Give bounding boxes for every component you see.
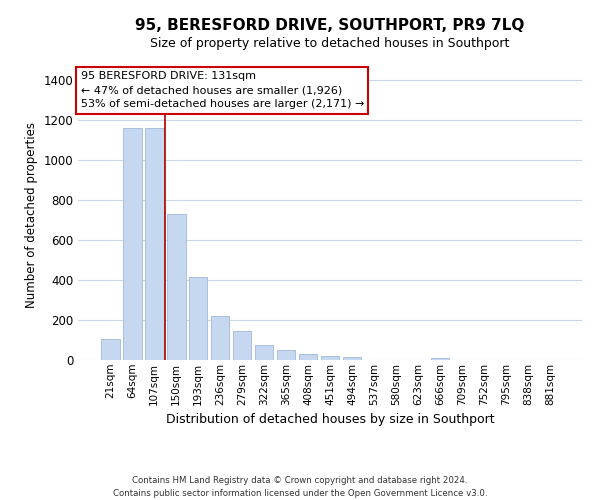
Bar	[145, 128, 164, 360]
Bar	[320, 356, 340, 360]
Text: Contains HM Land Registry data © Crown copyright and database right 2024.
Contai: Contains HM Land Registry data © Crown c…	[113, 476, 487, 498]
Bar	[211, 316, 229, 360]
Bar	[123, 128, 142, 360]
Bar	[343, 357, 361, 360]
Text: 95, BERESFORD DRIVE, SOUTHPORT, PR9 7LQ: 95, BERESFORD DRIVE, SOUTHPORT, PR9 7LQ	[136, 18, 524, 32]
Text: 95 BERESFORD DRIVE: 131sqm
← 47% of detached houses are smaller (1,926)
53% of s: 95 BERESFORD DRIVE: 131sqm ← 47% of deta…	[80, 72, 364, 110]
Bar	[189, 277, 208, 360]
Bar	[431, 358, 449, 360]
Y-axis label: Number of detached properties: Number of detached properties	[25, 122, 38, 308]
Bar	[101, 338, 119, 360]
Bar	[167, 214, 185, 360]
X-axis label: Distribution of detached houses by size in Southport: Distribution of detached houses by size …	[166, 413, 494, 426]
Bar	[255, 346, 274, 360]
Bar	[277, 350, 295, 360]
Text: Size of property relative to detached houses in Southport: Size of property relative to detached ho…	[151, 38, 509, 51]
Bar	[233, 330, 251, 360]
Bar	[299, 354, 317, 360]
